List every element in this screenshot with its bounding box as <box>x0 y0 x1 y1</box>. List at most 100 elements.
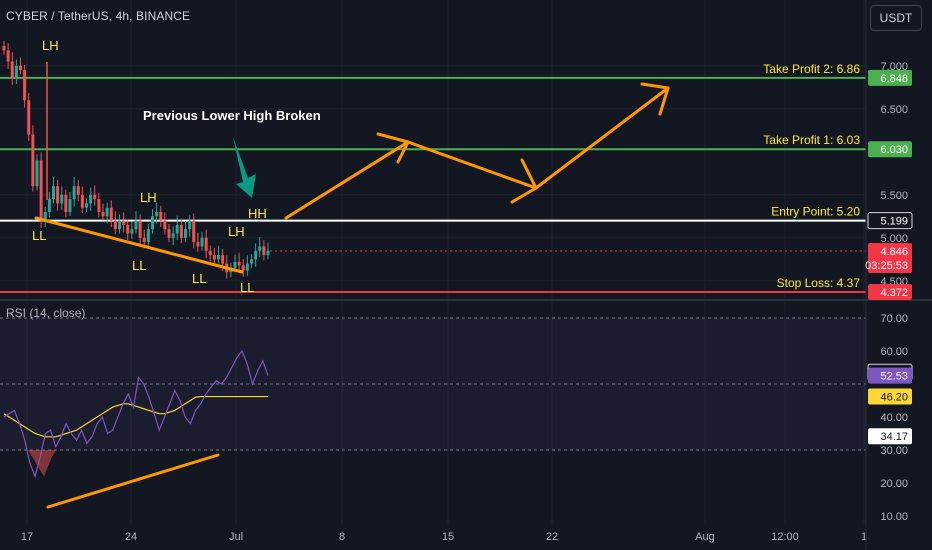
current-price-badge-bg <box>868 243 912 274</box>
candle-body <box>175 224 179 234</box>
rsi-legend[interactable]: RSI (14, close) <box>6 306 86 320</box>
y-tick-label: 7.000 <box>880 61 908 73</box>
candle-body <box>60 194 64 204</box>
rsi-ma-line <box>3 395 268 438</box>
pattern-label: LL <box>32 228 46 243</box>
candle-body <box>241 265 245 271</box>
price-badge: 4.372 <box>880 287 908 299</box>
pattern-label: LH <box>42 38 59 53</box>
candle-body <box>159 212 163 221</box>
candle-body <box>89 194 93 204</box>
level-label: Stop Loss: 4.37 <box>777 276 861 290</box>
candle-body <box>179 224 183 238</box>
candle-body <box>258 246 262 251</box>
candle-body <box>146 229 150 243</box>
x-tick-label: 12:00 <box>771 531 799 543</box>
pattern-label: LL <box>192 271 206 286</box>
candle-body <box>76 186 80 195</box>
price-badge: 5.199 <box>880 216 908 228</box>
trend-line <box>34 216 244 274</box>
candle-body <box>39 160 43 221</box>
candle-body <box>151 216 154 230</box>
pattern-label: HH <box>248 206 267 221</box>
candle-body <box>27 100 31 135</box>
candle-body <box>10 61 14 79</box>
symbol-title[interactable]: CYBER / TetherUS, 4h, BINANCE <box>6 9 191 23</box>
candle-body <box>142 237 146 243</box>
pattern-label: LL <box>132 258 146 273</box>
candle-body <box>118 220 121 230</box>
arrow-head <box>640 82 670 116</box>
candle-body <box>155 212 159 217</box>
arrow-head <box>510 158 538 204</box>
candle-body <box>163 220 167 230</box>
x-tick-label: 15 <box>442 531 454 543</box>
candle-body <box>85 203 88 208</box>
annotations: Previous Lower High BrokenLHLLLHLLLLLHHH… <box>32 38 670 295</box>
candle-body <box>19 65 22 71</box>
candle-body <box>171 233 175 238</box>
candle-body <box>254 250 258 260</box>
y-tick-label: 6.500 <box>880 104 908 116</box>
candles <box>2 40 270 279</box>
grid-lines <box>0 0 866 524</box>
rsi-tick-label: 30.00 <box>880 445 908 457</box>
current-price-badge: 4.846 <box>880 246 908 258</box>
x-tick-label: 22 <box>546 531 558 543</box>
candle-body <box>97 199 101 212</box>
candle-body <box>93 194 97 200</box>
candle-body <box>233 261 237 268</box>
candle-body <box>31 134 35 187</box>
x-tick-label: Aug <box>695 531 715 543</box>
rsi-badge-bg <box>868 388 912 405</box>
candle-body <box>192 220 196 243</box>
candle-body <box>167 229 171 238</box>
rsi-tick-label: 10.00 <box>880 511 908 523</box>
price-levels: Take Profit 2: 6.86 Take Profit 1: 6.03 En… <box>0 62 866 293</box>
candle-body <box>130 229 134 234</box>
candle-body <box>72 186 76 200</box>
candle-body <box>109 207 113 221</box>
candle-body <box>14 65 18 79</box>
level-label: Take Profit 1: 6.03 <box>763 133 860 147</box>
candle-body <box>200 237 204 247</box>
x-tick-label: 1 <box>861 531 867 543</box>
rsi-tick-label: 40.00 <box>880 412 908 424</box>
countdown-badge: 03:25:53 <box>865 260 908 272</box>
candle-body <box>56 186 60 204</box>
rsi-pane <box>0 317 866 509</box>
candle-body <box>101 212 105 217</box>
y-tick-label: 5.500 <box>880 190 908 202</box>
level-label: Entry Point: 5.20 <box>771 205 860 219</box>
level-label: Take Profit 2: 6.86 <box>763 62 860 76</box>
rsi-tick-label: 70.00 <box>880 313 908 325</box>
candle-body <box>126 224 130 234</box>
candle-body <box>47 199 51 212</box>
projection-path <box>284 86 670 220</box>
candle-body <box>64 194 68 212</box>
x-tick-label: 17 <box>21 531 33 543</box>
price-badge-bg <box>868 283 912 300</box>
x-tick-label: Jul <box>229 531 243 543</box>
headline-label: Previous Lower High Broken <box>143 108 321 123</box>
rsi-tick-label: 20.00 <box>880 478 908 490</box>
pattern-label: LL <box>240 280 254 295</box>
candle-body <box>6 50 10 62</box>
teal-arrow-icon <box>233 137 256 198</box>
candle-body <box>196 242 200 247</box>
rsi-trend-line <box>46 453 220 509</box>
candle-body <box>52 186 55 200</box>
candle-body <box>245 263 249 271</box>
candle-body <box>188 220 192 230</box>
candle-body <box>204 237 208 251</box>
candle-body <box>237 261 241 266</box>
currency-button[interactable]: USDT <box>870 5 922 31</box>
candle-body <box>113 220 117 230</box>
rsi-value-badge: 34.17 <box>880 431 908 443</box>
pattern-label: LH <box>228 224 245 239</box>
candle-body <box>138 220 142 238</box>
rsi-tick-label: 60.00 <box>880 346 908 358</box>
candle-body <box>221 255 225 264</box>
candle-body <box>212 255 216 260</box>
